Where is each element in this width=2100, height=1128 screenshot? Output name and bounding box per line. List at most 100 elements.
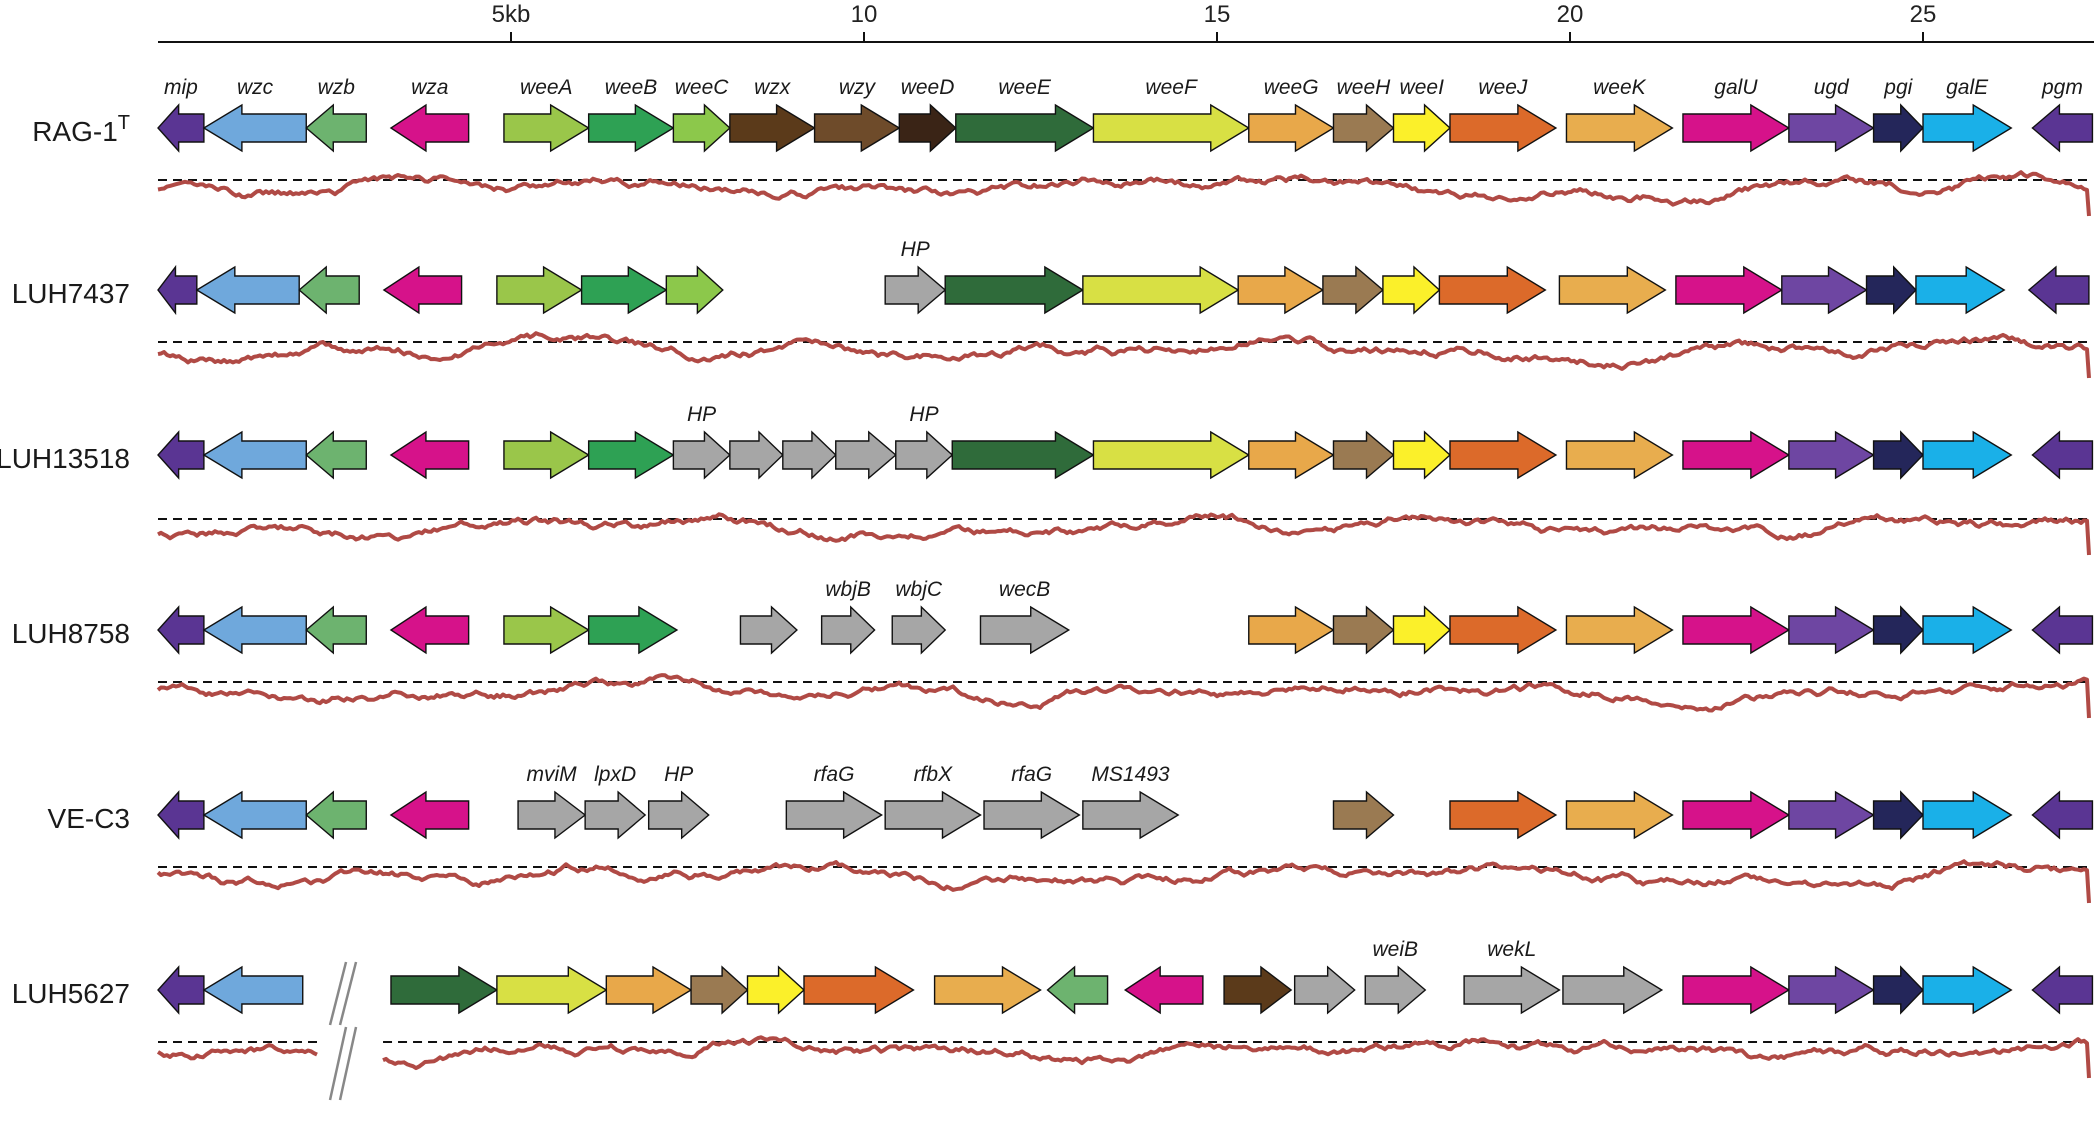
scale-tick-label: 5kb: [492, 1, 531, 28]
gene-arrow: [1781, 265, 1868, 315]
gene-arrow: [503, 103, 591, 153]
gene-arrow: [1392, 605, 1452, 655]
gene-arrow: [895, 430, 954, 480]
gene-arrow: [746, 965, 806, 1015]
gene-arrow: [305, 605, 367, 655]
gene-arrow: [884, 790, 982, 840]
gene-arrow: [517, 790, 587, 840]
gene-arrow: [1788, 605, 1875, 655]
gene-arrow: [584, 790, 647, 840]
gene-label: weeH: [1337, 76, 1392, 99]
gene-arrow: [898, 103, 957, 153]
strain-name: VE-C3: [48, 803, 130, 834]
gene-arrow: [202, 965, 304, 1015]
gene-arrow: [202, 430, 307, 480]
gene-arrow: [1872, 430, 1924, 480]
sequence-break-mark: [328, 961, 348, 1026]
gene-label: weeJ: [1478, 76, 1528, 99]
gene-arrow: [389, 103, 470, 153]
gene-arrow: [1248, 103, 1335, 153]
gene-arrow: [1364, 965, 1427, 1015]
gene-label: weeA: [520, 76, 573, 99]
gene-arrow: [2027, 265, 2090, 315]
scale-tick-label: 10: [851, 1, 878, 28]
gene-label: rfaG: [814, 763, 855, 786]
gene-arrow: [2031, 430, 2094, 480]
gene-arrow: [1092, 430, 1251, 480]
strain-name: LUH5627: [12, 978, 130, 1009]
gene-arrow: [389, 605, 470, 655]
strain-label: RAG-1T: [32, 112, 130, 147]
gene-arrow: [1922, 103, 2013, 153]
gene-arrow: [729, 103, 816, 153]
gene-label: pgi: [1883, 76, 1913, 99]
strain-row: LUH8758 wbjB wbjC wecB: [12, 578, 2094, 719]
gene-arrow: [1237, 265, 1325, 315]
gene-arrow: [729, 430, 784, 480]
gene-arrow: [1565, 103, 1674, 153]
gene-label: wzy: [839, 76, 877, 99]
gene-arrow: [835, 430, 897, 480]
gene-label: mip: [164, 76, 198, 99]
strain-superscript: T: [118, 112, 130, 134]
gene-label: HP: [664, 763, 693, 786]
strain-name: LUH7437: [12, 278, 130, 309]
strain-label: LUH7437: [12, 278, 130, 309]
gene-arrow: [1922, 430, 2013, 480]
gene-arrow: [672, 103, 731, 153]
gene-label: weeE: [998, 76, 1052, 99]
gene-arrow: [1558, 265, 1667, 315]
gene-arrow: [1449, 605, 1558, 655]
gene-arrow: [503, 430, 591, 480]
gc-content-profile: [157, 331, 2091, 379]
gene-arrow: [665, 265, 724, 315]
gene-arrow: [389, 790, 470, 840]
gene-label: weeF: [1145, 76, 1198, 99]
gene-arrow: [782, 430, 837, 480]
gene-arrow: [955, 103, 1095, 153]
gene-arrow: [2031, 605, 2094, 655]
gene-label: lpxD: [594, 763, 636, 786]
gc-content-profile: [157, 512, 2091, 556]
gc-content-profile: [156, 859, 2091, 904]
scale-bar: 5kb 10 15 20 25: [158, 1, 2094, 43]
gene-arrow: [1682, 790, 1791, 840]
gene-label: galE: [1946, 76, 1989, 99]
gene-label: wecB: [999, 578, 1050, 601]
gene-arrow: [157, 790, 205, 840]
gene-label: wzc: [237, 76, 274, 99]
gene-arrow: [202, 103, 307, 153]
gene-arrow: [891, 605, 947, 655]
gene-arrow: [305, 790, 367, 840]
gene-arrow: [1915, 265, 2006, 315]
gene-arrow: [1562, 965, 1664, 1015]
gene-arrow: [382, 265, 463, 315]
gene-arrow: [820, 605, 876, 655]
gene-arrow: [605, 965, 693, 1015]
gene-arrow: [785, 790, 884, 840]
strain-name: LUH8758: [12, 618, 130, 649]
gene-arrow: [672, 430, 731, 480]
gene-arrow: [1682, 605, 1791, 655]
gene-label: pgm: [2041, 76, 2083, 99]
gene-arrow: [1248, 430, 1335, 480]
gene-arrow: [1675, 265, 1784, 315]
gene-arrow: [1788, 103, 1875, 153]
gene-arrow: [1223, 965, 1293, 1015]
gene-label: wekL: [1487, 938, 1536, 961]
gene-arrow: [1565, 605, 1674, 655]
gene-arrow: [1248, 605, 1335, 655]
gene-arrow: [1332, 103, 1395, 153]
gene-arrow: [195, 265, 300, 315]
gene-arrow: [1872, 790, 1924, 840]
gene-arrow: [157, 605, 205, 655]
gene-arrow: [1449, 103, 1558, 153]
gene-arrow: [157, 103, 205, 153]
strain-row: VE-C3 mviM lpxD HP rfaG rfbX rfaG MS1493: [48, 763, 2094, 904]
strain-label: LUH5627: [12, 978, 130, 1009]
gene-arrow: [2031, 103, 2094, 153]
scale-tick-label: 25: [1910, 1, 1937, 28]
strain-row: LUH13518 HP HP: [0, 403, 2094, 556]
